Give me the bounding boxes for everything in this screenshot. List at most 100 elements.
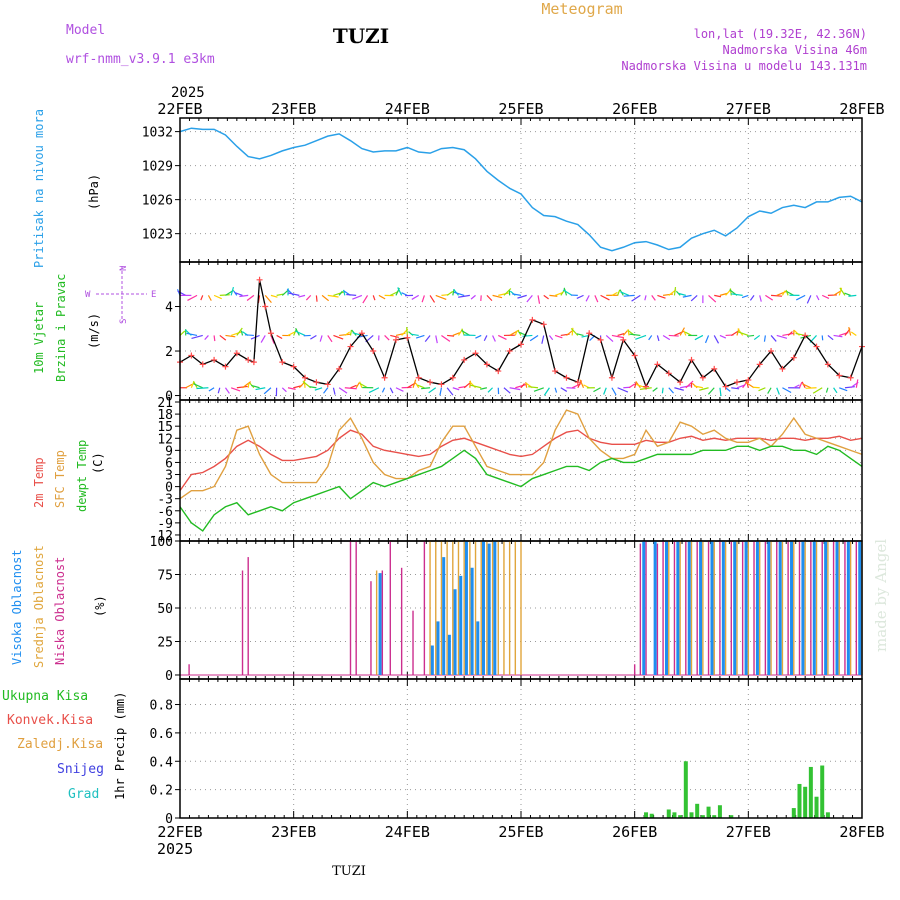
wind-barb xyxy=(629,333,641,337)
wind-barb xyxy=(333,334,344,340)
precip-bar xyxy=(695,803,700,818)
wind-barb xyxy=(236,327,243,336)
wind-barb xyxy=(287,387,296,390)
wind-barb xyxy=(458,294,470,298)
wind-barb xyxy=(359,381,363,388)
wind-barb xyxy=(657,294,666,299)
wind-barb xyxy=(533,387,544,392)
wind-barb xyxy=(190,381,195,388)
wind-speed-marker xyxy=(654,361,661,368)
wind-speed-marker xyxy=(733,379,740,386)
wind-speed-marker xyxy=(722,383,729,390)
wind-barb xyxy=(603,387,607,395)
wind-barb xyxy=(327,294,339,298)
wind-barb xyxy=(417,384,425,389)
wind-barb xyxy=(611,334,624,339)
wind-barb xyxy=(668,334,679,337)
wind-barb xyxy=(514,330,518,336)
wind-speed-marker xyxy=(415,374,422,381)
wind-barb xyxy=(744,381,755,389)
wind-barb xyxy=(683,330,687,336)
wind-barb xyxy=(623,294,635,297)
wind-barb xyxy=(310,334,317,340)
precip-ice-label: Zaledj.Kisa xyxy=(17,737,103,752)
wind-speed-marker xyxy=(574,379,581,386)
wind-barb xyxy=(661,387,664,394)
wind-barb xyxy=(730,293,743,296)
wind-barb xyxy=(397,287,403,296)
wind-barb xyxy=(276,334,283,339)
wind-barb xyxy=(806,295,812,304)
panel-4: 0 0.2 0.4 0.6 0.8 xyxy=(150,678,863,827)
wind-barb xyxy=(776,334,788,339)
wind-speed-marker xyxy=(188,352,195,359)
y-tick-label: 21 xyxy=(157,396,173,411)
precip-snow-label: Snijeg xyxy=(57,762,104,777)
wind-barb xyxy=(219,294,230,296)
wind-barb xyxy=(242,381,252,389)
panel-1: 0 2 4 xyxy=(165,261,865,405)
wind-barb xyxy=(793,384,800,389)
wind-barb xyxy=(401,292,408,296)
wind-barb xyxy=(204,335,209,341)
wind-barb xyxy=(648,335,653,341)
wind-barb xyxy=(446,290,454,296)
y-tick-label: 0.8 xyxy=(150,699,173,714)
wind-barb xyxy=(770,335,777,342)
y-tick-label: 0 xyxy=(165,481,173,496)
wind-barb xyxy=(827,334,834,341)
wind-barb xyxy=(452,387,460,391)
wind-barb xyxy=(453,291,465,296)
temp-line-dewpt-temp xyxy=(179,445,863,532)
wind-barb xyxy=(287,331,296,336)
wind-barb xyxy=(605,335,614,342)
precip-bar xyxy=(729,815,734,818)
wind-barb xyxy=(707,387,715,395)
precip-bar xyxy=(803,786,808,818)
wind-barb xyxy=(765,294,774,301)
wind-barb xyxy=(529,334,539,342)
wind-barb xyxy=(782,332,795,337)
wind-barb xyxy=(239,294,249,298)
wind-speed-marker xyxy=(631,352,638,359)
wind-speed-marker xyxy=(461,356,468,363)
wind-barb xyxy=(230,387,241,392)
wind-barb xyxy=(350,384,357,389)
wind-speed-marker xyxy=(427,379,434,386)
wind-barb xyxy=(447,334,455,337)
wind-barb xyxy=(652,387,658,392)
wind-barb xyxy=(541,335,545,344)
wind-barb xyxy=(395,387,404,392)
wind-barb xyxy=(543,387,550,396)
wind-barb xyxy=(338,387,348,394)
wind-barb xyxy=(668,387,674,394)
wind-barb xyxy=(219,334,227,341)
wind-speed-marker xyxy=(472,350,479,357)
wind-barb xyxy=(421,387,431,390)
meteogram-title: Meteogram xyxy=(541,0,622,18)
wind-barb xyxy=(570,327,579,336)
wind-speed-marker xyxy=(847,374,854,381)
wind-speed-marker xyxy=(824,361,831,368)
wind-barb xyxy=(492,294,503,299)
wind-barb xyxy=(656,335,660,342)
y-tick-label: 1023 xyxy=(142,228,173,243)
precip-bar xyxy=(700,815,705,818)
y-tick-label: -6 xyxy=(157,505,173,520)
wind-barb xyxy=(439,387,443,396)
y-tick-label: 12 xyxy=(157,432,173,447)
wind-barb xyxy=(185,383,193,389)
precip-bar xyxy=(666,809,671,818)
wind-barb xyxy=(446,387,454,396)
wind-barb xyxy=(411,294,420,300)
y-tick-label: 1032 xyxy=(142,126,173,141)
wind-barb xyxy=(498,292,509,296)
wind-barb xyxy=(651,295,656,301)
wind-barb xyxy=(333,291,345,296)
y-tick-label: -9 xyxy=(157,517,173,532)
wind-barb xyxy=(798,382,803,388)
wind-barb xyxy=(428,387,437,394)
wind-barb xyxy=(338,290,343,296)
panel-frame xyxy=(179,678,863,819)
date-label-bottom: 25FEB xyxy=(498,823,543,841)
